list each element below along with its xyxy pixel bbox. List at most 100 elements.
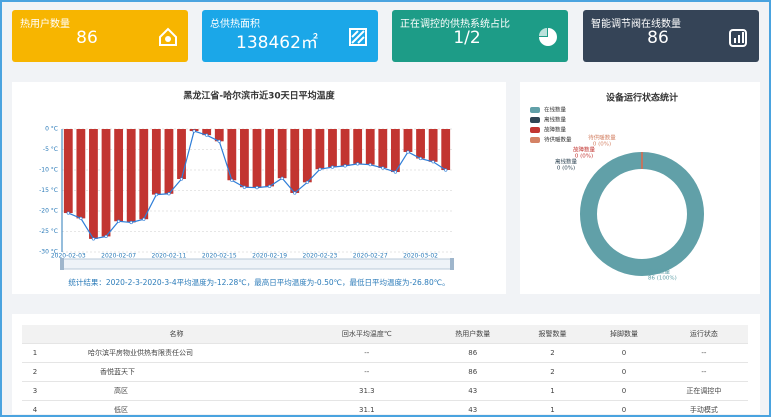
- legend-swatch: [530, 107, 540, 113]
- slice-value-label: 86 (100%): [648, 276, 677, 282]
- line-point: [230, 178, 234, 182]
- line-point: [381, 166, 385, 170]
- y-tick-label: -25 °C: [39, 228, 58, 235]
- bar: [240, 129, 249, 188]
- table-cell: 31.1: [305, 400, 429, 415]
- bar: [227, 129, 237, 181]
- pie-slice: [579, 151, 705, 276]
- summary: 统计结果：2020-2-3-2020-3-4平均温度为-12.28℃，最高日平均…: [68, 277, 449, 287]
- stat-card: 智能调节阀在线数量 86: [583, 10, 759, 62]
- chart-title: 设备运行状态统计: [606, 92, 678, 104]
- bar: [252, 129, 262, 188]
- table-cell: 86: [428, 362, 517, 382]
- table-row: 1 哈尔滨平房物业供热有限责任公司 -- 86 2 0 --: [22, 343, 748, 363]
- bar: [340, 129, 350, 166]
- x-tick-label: 2020-02-15: [202, 253, 237, 260]
- header-cell: 名称: [48, 325, 305, 344]
- table-row: 4 低区 31.1 43 1 0 手动模式: [22, 400, 748, 415]
- table-cell: --: [305, 362, 429, 382]
- line-point: [418, 156, 423, 161]
- line-point: [255, 186, 259, 190]
- table-cell: --: [659, 343, 748, 363]
- bar: [428, 129, 438, 162]
- card-title: 总供热面积: [210, 19, 260, 30]
- table-cell: 0: [588, 381, 660, 401]
- legend-label: 待供暖数量: [544, 136, 572, 144]
- bar: [114, 129, 124, 222]
- slider-handle[interactable]: [450, 258, 454, 270]
- card-value: 1/2: [453, 28, 481, 48]
- bar: [365, 129, 375, 165]
- slice-label: 在线数量: [648, 268, 671, 276]
- table-cell: --: [659, 362, 748, 382]
- table-cell: 1: [516, 381, 589, 401]
- table-cell: 86: [428, 343, 517, 363]
- table-cell: 0: [588, 343, 660, 363]
- bar: [441, 129, 451, 170]
- y-tick-label: -10 °C: [39, 167, 58, 174]
- table-cell: 0: [588, 400, 660, 415]
- bar: [290, 129, 300, 193]
- legend-swatch: [530, 137, 540, 143]
- line-point: [305, 180, 309, 184]
- bar: [353, 129, 363, 164]
- table-cell: 31.3: [305, 381, 429, 401]
- table-cell: 2: [22, 362, 48, 382]
- legend-label: 在线数量: [544, 106, 567, 114]
- slice-label: 离线数量: [555, 158, 578, 166]
- legend-swatch: [530, 117, 540, 123]
- line-point: [205, 133, 209, 137]
- slice-label: 待供暖数量: [588, 134, 616, 142]
- legend-label: 离线数量: [544, 116, 567, 124]
- slice-value-label: 0 (0%): [575, 154, 593, 160]
- x-tick-label: 2020-02-03: [51, 253, 86, 260]
- slider-handle[interactable]: [60, 258, 64, 270]
- bar: [63, 129, 73, 214]
- bar: [214, 129, 224, 142]
- line-point: [406, 150, 410, 154]
- bar: [126, 129, 136, 223]
- card-value: 86: [76, 28, 98, 48]
- line-point: [167, 192, 171, 196]
- line-point: [356, 162, 360, 166]
- line-point: [318, 167, 322, 171]
- header-cell: 热用户数量: [428, 325, 517, 344]
- chart-title: 黑龙江省-哈尔滨市近30天日平均温度: [183, 90, 335, 102]
- y-tick-label: 0 °C: [45, 126, 58, 133]
- line-point: [267, 184, 272, 188]
- table-cell: 4: [22, 400, 48, 415]
- bar: [139, 129, 149, 220]
- line-point: [393, 170, 397, 174]
- x-tick-label: 2020-02-23: [302, 253, 337, 260]
- table-row: 2 香悦蓝天下 -- 86 2 0 --: [22, 362, 748, 382]
- bar: [101, 129, 111, 237]
- table-cell: 1: [516, 400, 589, 415]
- stat-card: 总供热面积 138462㎡: [202, 10, 378, 62]
- line-point: [66, 211, 70, 215]
- header-cell: 报警数量: [516, 325, 589, 344]
- header-cell: [22, 325, 48, 344]
- x-tick-label: 2020-02-19: [252, 253, 287, 260]
- line-point: [330, 165, 335, 169]
- line-point: [129, 220, 133, 225]
- line-point: [293, 191, 297, 195]
- legend-label: 故障数量: [544, 126, 567, 134]
- line-point: [179, 177, 184, 181]
- bar: [89, 129, 98, 239]
- line-point: [343, 164, 347, 168]
- legend-swatch: [530, 127, 540, 133]
- zoom-slider[interactable]: [61, 258, 453, 270]
- table-cell: 哈尔滨平房物业供热有限责任公司: [48, 343, 305, 363]
- card-title: 热用户数量: [20, 19, 70, 30]
- table-cell: 43: [428, 400, 517, 415]
- bar: [265, 129, 274, 187]
- slice-label: 故障数量: [573, 146, 596, 154]
- bar: [315, 129, 325, 170]
- table-cell: --: [305, 343, 429, 363]
- header-cell: 掉脚数量: [588, 325, 660, 344]
- card-icon: [729, 29, 747, 47]
- x-tick-label: 2020-02-07: [101, 253, 136, 260]
- card-value: 138462㎡: [236, 33, 318, 53]
